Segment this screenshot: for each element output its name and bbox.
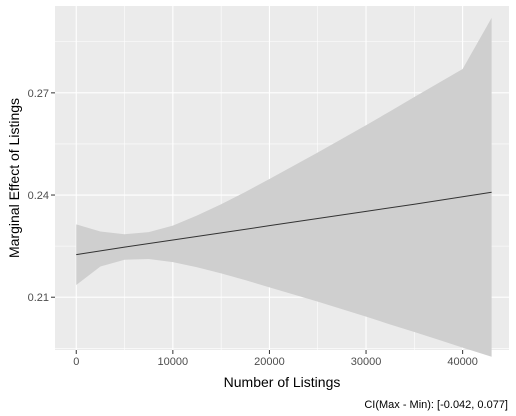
y-axis: 0.21 0.24 0.27 (28, 88, 55, 304)
y-tick-label: 0.24 (28, 190, 49, 202)
x-axis-title: Number of Listings (224, 374, 341, 390)
y-tick-label: 0.21 (28, 292, 49, 304)
confidence-interval-caption: CI(Max - Min): [-0.042, 0.077] (364, 399, 508, 411)
y-axis-title: Marginal Effect of Listings (6, 98, 22, 258)
x-axis: 0 10000 20000 30000 40000 (73, 350, 478, 368)
x-tick-label: 40000 (447, 356, 478, 368)
confidence-band (76, 17, 492, 357)
x-tick-label: 10000 (158, 356, 189, 368)
marginal-effect-line (76, 191, 492, 256)
x-tick-label: 0 (73, 356, 79, 368)
x-tick-label: 20000 (254, 356, 285, 368)
x-tick-label: 30000 (351, 356, 382, 368)
y-tick-label: 0.27 (28, 88, 49, 100)
